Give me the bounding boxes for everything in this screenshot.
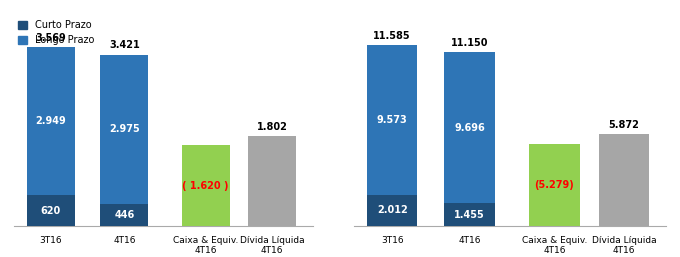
Text: 2.975: 2.975: [109, 124, 140, 134]
Text: 5.872: 5.872: [609, 120, 639, 130]
Bar: [599, 134, 649, 226]
Bar: [444, 204, 494, 226]
Bar: [367, 45, 418, 195]
Bar: [182, 145, 230, 226]
Bar: [101, 204, 148, 226]
Text: 9.573: 9.573: [377, 115, 407, 125]
Text: 3.569: 3.569: [35, 33, 66, 43]
Text: 1.455: 1.455: [454, 210, 485, 220]
Bar: [367, 195, 418, 226]
Text: 9.696: 9.696: [454, 123, 485, 133]
Bar: [101, 54, 148, 204]
Text: (5.279): (5.279): [534, 180, 575, 190]
Text: 2.949: 2.949: [35, 116, 66, 126]
Text: 620: 620: [40, 206, 61, 216]
Text: ( 1.620 ): ( 1.620 ): [182, 180, 229, 190]
Text: 1.802: 1.802: [257, 122, 288, 132]
Bar: [248, 136, 296, 226]
Text: 2.012: 2.012: [377, 205, 407, 215]
Bar: [444, 52, 494, 204]
Text: 11.585: 11.585: [373, 31, 411, 41]
Text: 3.421: 3.421: [109, 40, 140, 50]
Bar: [27, 47, 75, 195]
Text: 446: 446: [114, 210, 135, 220]
Bar: [529, 144, 579, 226]
Bar: [27, 195, 75, 226]
Legend: Curto Prazo, Longo Prazo: Curto Prazo, Longo Prazo: [18, 20, 95, 45]
Text: 11.150: 11.150: [451, 38, 488, 48]
